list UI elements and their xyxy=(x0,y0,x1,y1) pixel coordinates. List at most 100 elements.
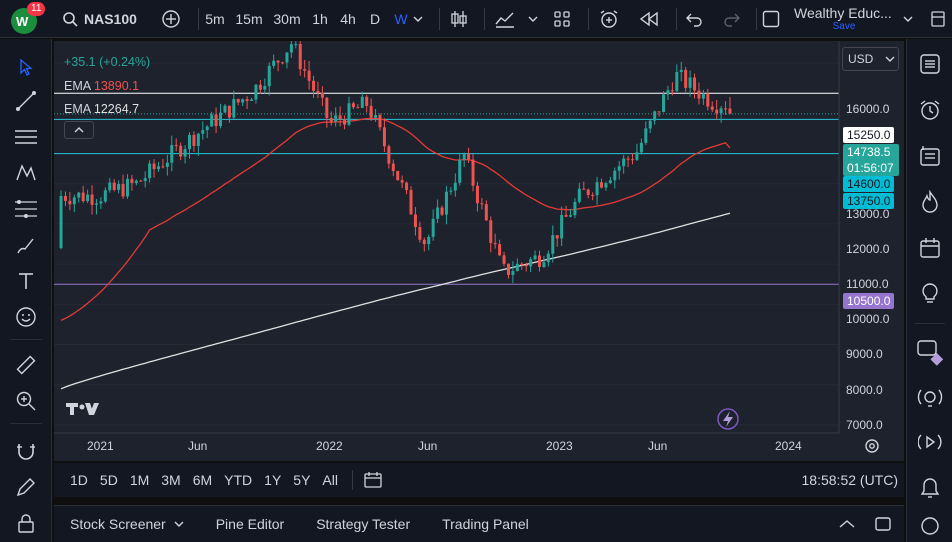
range-5d[interactable]: 5D xyxy=(99,472,118,488)
candle xyxy=(134,179,138,186)
candle xyxy=(303,59,307,78)
trend-line-tool[interactable] xyxy=(10,87,42,115)
alerts-button[interactable] xyxy=(915,95,945,125)
candle xyxy=(320,86,324,107)
brush-tool[interactable] xyxy=(10,231,42,259)
candle xyxy=(684,66,688,92)
range-1y[interactable]: 1Y xyxy=(264,472,282,488)
magnet-tool[interactable] xyxy=(10,437,42,465)
interval-d[interactable]: D xyxy=(369,11,381,27)
legend-ema-fast[interactable]: EMA 13890.1 xyxy=(64,75,150,99)
interval-30m[interactable]: 30m xyxy=(273,11,301,27)
manage-layouts-button[interactable] xyxy=(928,0,948,38)
panel-maximize-button[interactable] xyxy=(872,514,894,534)
tab-pine-editor[interactable]: Pine Editor xyxy=(215,516,285,532)
stay-in-drawing-tool[interactable] xyxy=(10,473,42,501)
cursor-tool[interactable] xyxy=(10,53,42,81)
redo-button[interactable] xyxy=(720,0,744,38)
streams-button[interactable] xyxy=(915,427,945,457)
tab-trading-panel[interactable]: Trading Panel xyxy=(442,516,529,532)
interval-5m[interactable]: 5m xyxy=(205,11,225,27)
watchlist-button[interactable] xyxy=(915,49,945,79)
help-button[interactable] xyxy=(915,511,945,541)
pattern-tool[interactable] xyxy=(10,159,42,187)
last-price-tag: 14738.5 01:56:07 xyxy=(843,144,899,176)
logo-button[interactable]: W 11 xyxy=(10,2,46,35)
undo-icon xyxy=(686,13,702,27)
calendar-icon xyxy=(920,238,940,258)
interval-4h[interactable]: 4h xyxy=(340,11,356,27)
range-1m[interactable]: 1M xyxy=(129,472,150,488)
templates-button[interactable] xyxy=(550,0,574,38)
candle xyxy=(405,181,409,195)
candle xyxy=(537,250,541,272)
interval-1h[interactable]: 1h xyxy=(312,11,328,27)
candle xyxy=(219,103,223,129)
candle xyxy=(418,221,422,243)
panel-collapse-button[interactable] xyxy=(836,514,858,534)
currency-select[interactable]: USD xyxy=(842,47,899,71)
lock-drawings-tool[interactable] xyxy=(10,509,42,537)
range-all[interactable]: All xyxy=(322,472,338,488)
candle xyxy=(112,179,116,192)
search-icon xyxy=(63,11,78,27)
replay-button[interactable] xyxy=(636,0,662,38)
date-range-button[interactable] xyxy=(361,468,385,492)
legend-ema-slow[interactable]: EMA 12264.7 xyxy=(64,98,150,122)
timezone-clock[interactable]: 18:58:52 (UTC) xyxy=(801,472,898,488)
layout-select-checkbox[interactable] xyxy=(760,0,782,38)
chart-settings-button[interactable] xyxy=(863,437,881,455)
data-window-button[interactable] xyxy=(915,141,945,171)
time-tick: 2024 xyxy=(775,439,802,453)
fib-tool[interactable] xyxy=(10,195,42,223)
interval-15m[interactable]: 15m xyxy=(235,11,263,27)
candle xyxy=(382,118,386,152)
symbol-search-button[interactable]: NAS100 xyxy=(62,0,152,38)
zoom-tool[interactable] xyxy=(10,387,42,415)
notifications-button[interactable] xyxy=(915,473,945,503)
horizontal-lines-tool[interactable] xyxy=(10,123,42,151)
range-separator xyxy=(351,470,353,490)
currency-label: USD xyxy=(848,52,874,66)
calendar-button[interactable] xyxy=(915,233,945,263)
interval-w[interactable]: W xyxy=(394,11,408,27)
interval-dropdown[interactable] xyxy=(410,0,426,38)
indicators-button[interactable] xyxy=(492,0,518,38)
range-ytd[interactable]: YTD xyxy=(224,472,253,488)
price-tick: 11000.0 xyxy=(846,277,889,291)
candle xyxy=(520,262,524,270)
chats-button[interactable] xyxy=(915,337,945,367)
text-tool[interactable] xyxy=(10,267,42,295)
compare-button[interactable] xyxy=(158,0,184,38)
emoji-tool[interactable] xyxy=(10,303,42,331)
layout-dropdown[interactable] xyxy=(900,0,916,38)
undo-button[interactable] xyxy=(682,0,706,38)
signals-button[interactable] xyxy=(915,383,945,413)
candle xyxy=(453,173,457,197)
range-6m[interactable]: 6M xyxy=(192,472,213,488)
legend-collapse-button[interactable] xyxy=(64,121,94,139)
candle xyxy=(422,237,426,252)
tab-strategy-tester[interactable]: Strategy Tester xyxy=(316,516,411,532)
candle xyxy=(250,97,254,102)
chevron-down-icon xyxy=(174,521,184,527)
tab-stock-screener[interactable]: Stock Screener xyxy=(54,516,200,532)
chart-type-button[interactable] xyxy=(446,0,472,38)
layout-name-button[interactable]: Wealthy Educ... Save xyxy=(794,5,894,35)
alert-button[interactable] xyxy=(596,0,622,38)
ideas-button[interactable] xyxy=(915,279,945,309)
chart-pane[interactable]: +35.1 (+0.24%) EMA 13890.1 EMA 12264.7 U… xyxy=(54,41,904,461)
lightning-button[interactable] xyxy=(717,408,739,430)
chart-canvas[interactable] xyxy=(54,41,904,461)
range-1d[interactable]: 1D xyxy=(70,472,88,488)
range-5y[interactable]: 5Y xyxy=(293,472,311,488)
candle xyxy=(440,205,444,216)
measure-tool[interactable] xyxy=(10,351,42,379)
ruler-icon xyxy=(16,355,36,375)
play-waves-icon xyxy=(918,434,942,450)
hotlists-button[interactable] xyxy=(915,187,945,217)
candle xyxy=(63,191,67,207)
candle xyxy=(670,82,674,96)
range-3m[interactable]: 3M xyxy=(161,472,181,488)
indicators-dropdown[interactable] xyxy=(526,0,540,38)
